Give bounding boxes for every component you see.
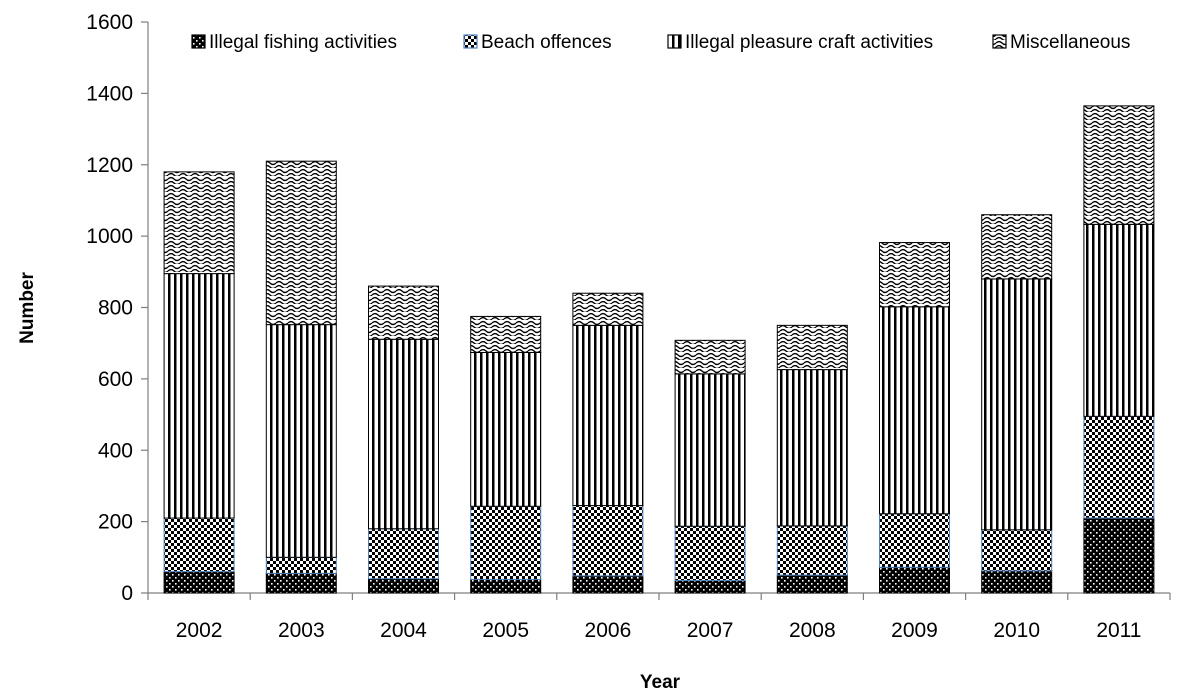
bar-segment [879, 306, 950, 515]
legend: Illegal fishing activities Beach offences… [191, 32, 1130, 53]
x-tick-label: 2003 [278, 619, 325, 642]
y-axis: 0 200 400 600 800 1000 1200 1400 1600 [86, 11, 149, 605]
bar-segment [981, 570, 1053, 594]
bar-segment [1083, 105, 1155, 225]
bar-segment [1083, 415, 1155, 519]
bar-segment [776, 369, 848, 527]
bar-segment [981, 278, 1053, 531]
x-tick-label: 2006 [585, 619, 632, 642]
y-tick-label: 800 [98, 297, 133, 320]
bar-segment [776, 324, 848, 371]
bar-segment [163, 171, 235, 275]
bar-segment [674, 580, 746, 594]
bar-segment [572, 324, 644, 507]
bar-segment [879, 242, 950, 308]
bar-segment [572, 292, 644, 326]
bar-segment [572, 575, 644, 594]
y-tick-label: 1000 [86, 225, 133, 248]
x-tick-label: 2002 [176, 619, 223, 642]
bar-segment [879, 513, 950, 568]
legend-swatch [191, 34, 206, 49]
legend-swatch [667, 34, 682, 49]
bar-segment [572, 505, 644, 577]
legend-swatch [463, 34, 478, 49]
y-tick-label: 1200 [86, 154, 133, 177]
legend-label: Illegal fishing activities [209, 32, 397, 53]
bar-segment [981, 214, 1053, 280]
bar-segment [1083, 517, 1155, 594]
y-axis-title: Number [17, 272, 38, 344]
y-tick-label: 200 [98, 511, 133, 534]
bar-segment [674, 373, 746, 527]
y-tick-label: 1400 [86, 82, 133, 105]
x-axis: 2002 2003 2004 2005 2006 2007 2008 2009 2010 2011 [147, 592, 1171, 642]
legend-swatch [992, 34, 1007, 49]
legend-label: Beach offences [481, 32, 612, 53]
bar-segment [163, 273, 235, 519]
bar-segment [879, 566, 950, 594]
bar-segment [776, 574, 848, 594]
bar-segment [368, 528, 439, 580]
bar-segment [265, 572, 337, 594]
bar-segment [265, 324, 337, 558]
x-tick-label: 2011 [1096, 619, 1141, 642]
y-tick-label: 1600 [86, 11, 133, 34]
x-tick-label: 2007 [687, 619, 734, 642]
bar-segment [163, 517, 235, 573]
bars [163, 105, 1155, 594]
x-tick-label: 2008 [789, 619, 836, 642]
bar-segment [470, 578, 542, 594]
bar-segment [674, 525, 746, 582]
bar-segment [368, 285, 439, 340]
bar-segment [470, 505, 542, 580]
bar-segment [1083, 223, 1155, 417]
x-tick-label: 2010 [993, 619, 1040, 642]
bar-segment [368, 578, 439, 594]
bar-segment [265, 556, 337, 574]
bar-segment [470, 315, 542, 353]
y-tick-label: 400 [98, 439, 133, 462]
legend-label: Miscellaneous [1010, 32, 1130, 53]
x-tick-label: 2005 [482, 619, 529, 642]
x-tick-label: 2004 [380, 619, 427, 642]
bar-segment [470, 351, 542, 507]
y-tick-label: 0 [121, 582, 133, 605]
bar-segment [265, 160, 337, 326]
bar-segment [674, 339, 746, 375]
bar-segment [163, 571, 235, 594]
bar-segment [368, 338, 439, 530]
x-tick-label: 2009 [891, 619, 938, 642]
bar-segment [981, 529, 1053, 572]
bar-segment [776, 525, 848, 576]
y-tick-label: 600 [98, 368, 133, 391]
x-axis-title: Year [640, 672, 681, 693]
legend-label: Illegal pleasure craft activities [685, 32, 933, 53]
